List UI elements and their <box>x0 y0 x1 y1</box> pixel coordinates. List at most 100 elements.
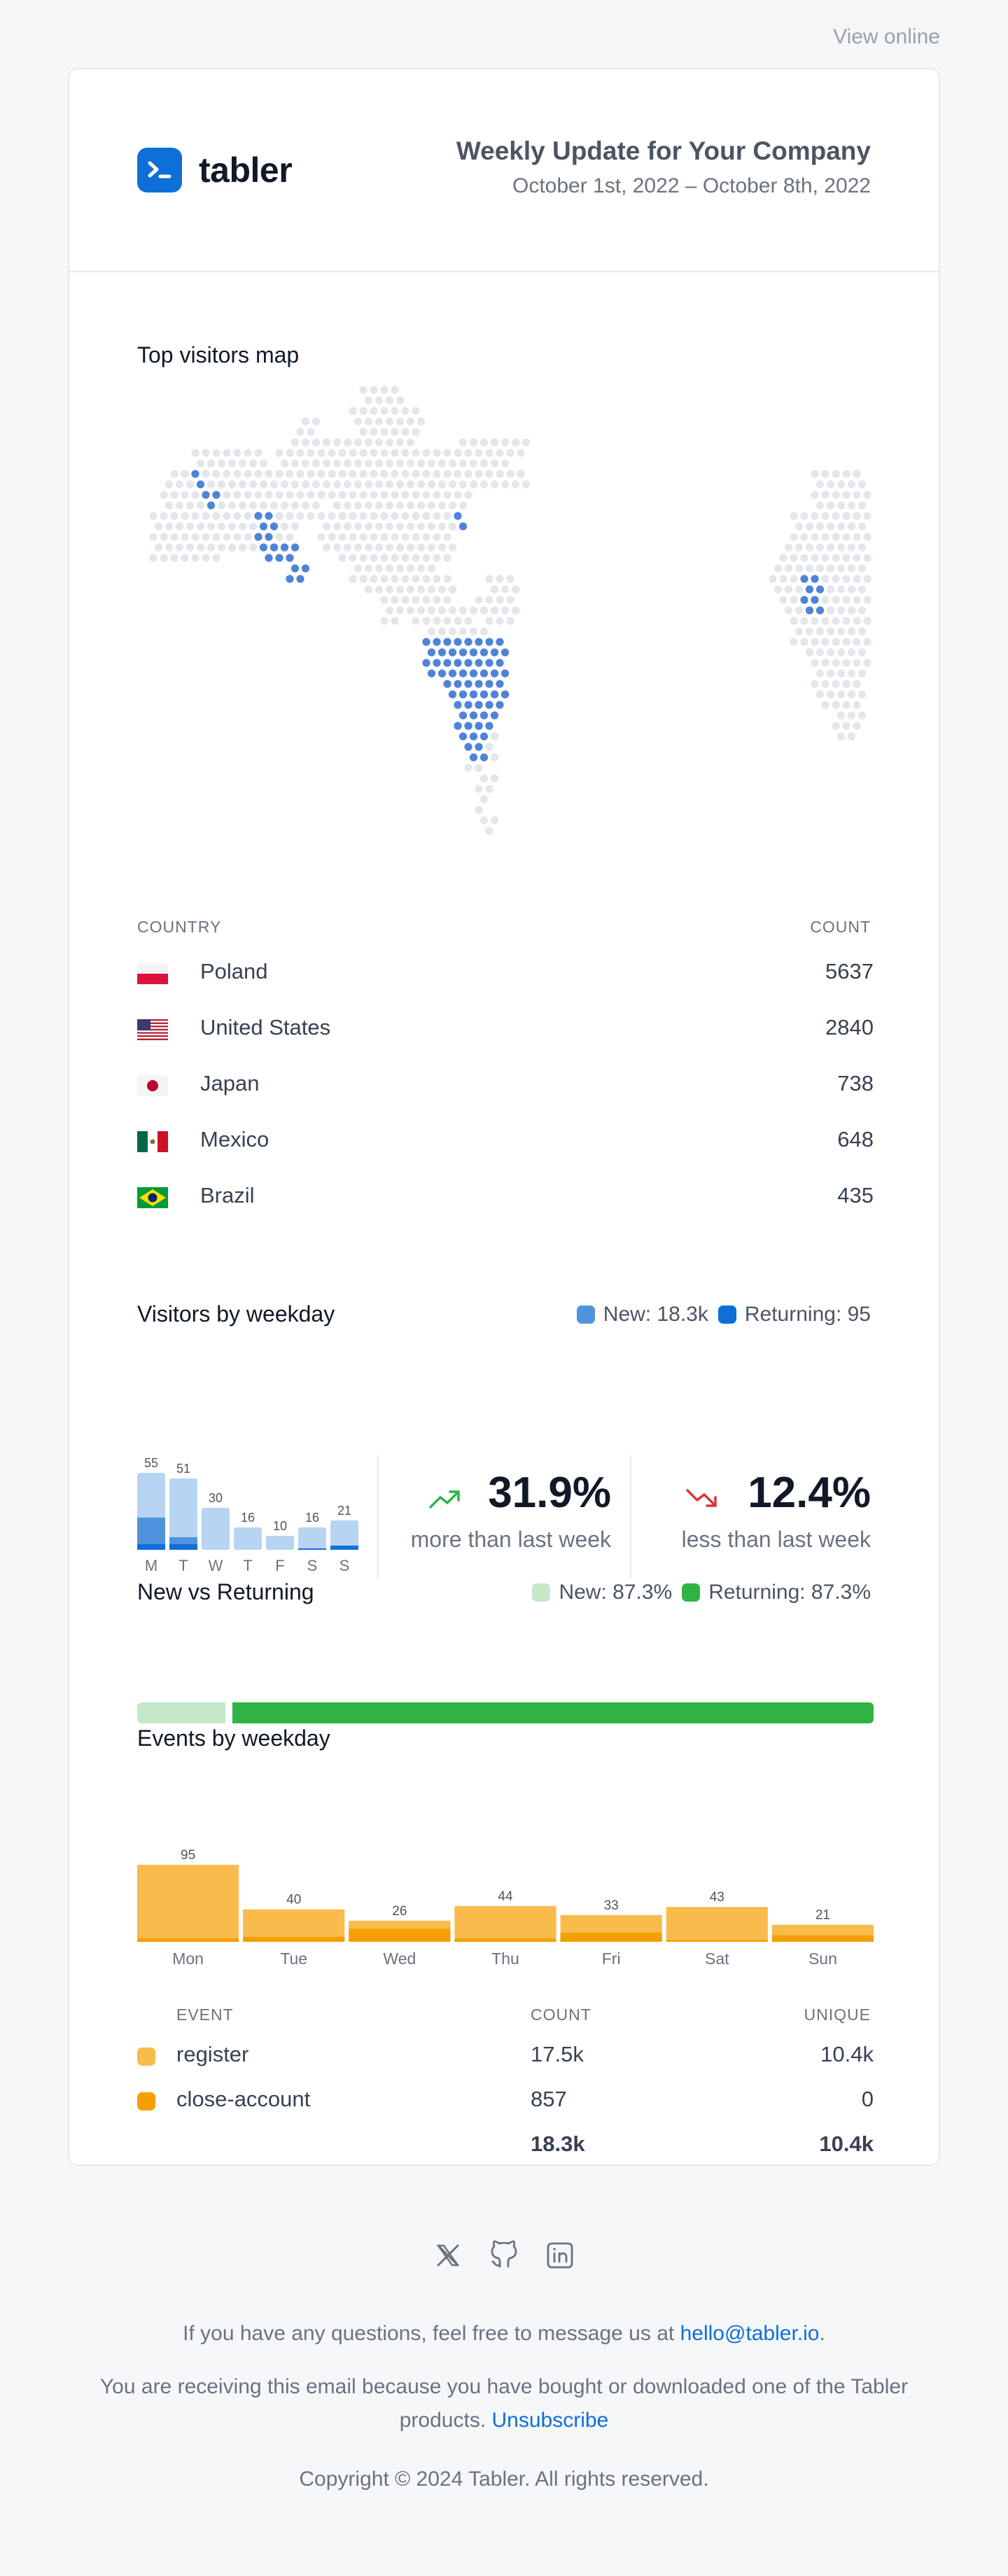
map-dot <box>469 459 478 468</box>
linkedin-icon[interactable] <box>545 2240 575 2271</box>
map-dot <box>784 564 793 573</box>
map-highlight-dot <box>816 606 825 615</box>
map-dot <box>202 449 210 457</box>
map-dot <box>343 459 352 468</box>
register-bar <box>454 1906 556 1942</box>
bar-value-label: 40 <box>286 1893 301 1907</box>
map-dot <box>826 606 835 615</box>
map-dot <box>343 543 352 552</box>
visitors-world-map <box>149 386 872 835</box>
report-title: Weekly Update for Your Company <box>456 136 871 165</box>
map-highlight-dot <box>475 722 483 730</box>
divider <box>377 1455 379 1578</box>
map-dot <box>858 669 867 678</box>
map-dot <box>821 638 830 646</box>
map-dot <box>396 564 405 573</box>
map-dot <box>391 575 399 583</box>
map-dot <box>479 816 489 825</box>
map-dot <box>290 459 300 468</box>
map-dot <box>296 428 304 436</box>
map-dot <box>196 522 205 531</box>
visitors-legend: New: 18.3k Returning: 95 <box>567 1303 871 1326</box>
map-highlight-dot <box>212 491 220 499</box>
unique-column-header: UNIQUE <box>804 2005 871 2024</box>
map-dot <box>227 522 237 531</box>
map-dot <box>332 501 342 510</box>
map-dot <box>380 617 388 625</box>
map-dot <box>790 554 798 562</box>
brand-logo[interactable]: tabler <box>137 148 293 192</box>
map-dot <box>479 774 489 783</box>
map-dot <box>317 491 326 499</box>
map-highlight-dot <box>280 543 289 552</box>
map-dot <box>863 638 872 646</box>
github-icon[interactable] <box>489 2240 519 2271</box>
weekday-label: S <box>307 1557 318 1574</box>
map-dot <box>196 543 205 552</box>
map-dot <box>160 554 168 562</box>
map-dot <box>396 396 405 405</box>
map-dot <box>485 449 493 457</box>
map-dot <box>191 554 200 562</box>
map-dot <box>227 480 237 489</box>
map-dot <box>832 491 840 499</box>
map-dot <box>863 596 872 604</box>
map-dot <box>800 554 808 562</box>
map-highlight-dot <box>458 732 468 741</box>
map-dot <box>370 386 378 394</box>
register-color-dot <box>137 2047 155 2066</box>
map-dot <box>164 501 174 510</box>
unsubscribe-link[interactable]: Unsubscribe <box>491 2409 609 2432</box>
map-dot <box>175 480 184 489</box>
map-dot <box>217 543 226 552</box>
view-online-link[interactable]: View online <box>833 25 940 48</box>
map-dot <box>784 543 793 552</box>
map-dot <box>223 512 231 520</box>
map-dot <box>790 575 798 583</box>
x-icon[interactable] <box>433 2240 463 2271</box>
map-dot <box>490 480 499 489</box>
map-dot <box>479 438 489 447</box>
map-dot <box>374 564 384 573</box>
map-dot <box>364 459 373 468</box>
map-dot <box>858 648 867 657</box>
map-dot <box>406 438 415 447</box>
map-dot <box>422 596 430 604</box>
map-dot <box>290 501 300 510</box>
map-dot <box>821 554 830 562</box>
map-dot <box>290 522 300 531</box>
events-weekday-chart: 95 Mon 40 Tue 26 Wed 44 Thu 33 Fri 43 Sat 21 Sun <box>137 1848 874 1968</box>
map-dot <box>296 449 304 457</box>
map-dot <box>853 491 861 499</box>
map-dot <box>307 470 315 478</box>
map-dot <box>359 449 368 457</box>
map-dot <box>312 417 321 426</box>
map-dot <box>380 596 388 604</box>
new-legend-dot <box>532 1583 551 1602</box>
map-dot <box>464 617 472 625</box>
map-dot <box>485 827 493 835</box>
map-dot <box>433 554 441 562</box>
map-dot <box>458 501 468 510</box>
contact-email-link[interactable]: hello@tabler.io <box>680 2322 820 2345</box>
map-dot <box>406 543 415 552</box>
bar-value-label: 44 <box>498 1889 513 1904</box>
map-dot <box>847 669 856 678</box>
map-dot <box>196 459 205 468</box>
returning-legend-label: Returning: 95 <box>744 1303 871 1326</box>
map-dot <box>836 480 846 489</box>
map-dot <box>385 606 394 615</box>
map-highlight-dot <box>296 575 304 583</box>
map-dot <box>790 638 798 646</box>
map-highlight-dot <box>479 690 489 699</box>
map-dot <box>790 512 798 520</box>
map-dot <box>842 575 850 583</box>
map-highlight-dot <box>469 732 478 741</box>
map-dot <box>816 480 825 489</box>
map-dot <box>443 533 451 541</box>
divider <box>630 1455 631 1578</box>
bar-value-label: 33 <box>604 1898 619 1913</box>
map-dot <box>212 533 220 541</box>
map-highlight-dot <box>454 722 462 730</box>
map-dot <box>811 617 819 625</box>
